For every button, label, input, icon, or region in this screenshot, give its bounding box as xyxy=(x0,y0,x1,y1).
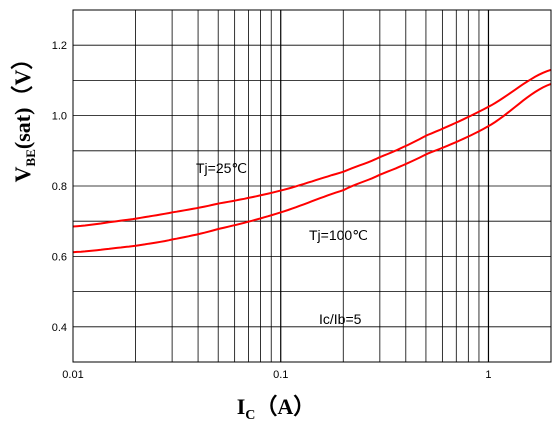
y-axis-title: VBE(sat)（V） xyxy=(10,48,38,183)
annotation-tj25: Tj=25℃ xyxy=(196,160,247,176)
x-tick-label: 1 xyxy=(485,369,491,381)
series-group xyxy=(72,68,552,254)
series-line-tj100 xyxy=(72,82,552,254)
annotation-ic-ib: Ic/Ib=5 xyxy=(319,311,362,327)
x-axis-title: IC（A） xyxy=(237,394,316,421)
y-tick-label: 0.6 xyxy=(52,251,67,263)
x-tick-label: 0.01 xyxy=(62,369,83,381)
series-line-tj25 xyxy=(72,68,552,228)
grid xyxy=(73,10,551,362)
y-tick-label: 1.2 xyxy=(52,40,67,52)
x-tick-label: 0.1 xyxy=(273,369,288,381)
y-tick-label: 0.8 xyxy=(52,181,67,193)
annotation-tj100: Tj=100℃ xyxy=(309,227,368,243)
y-tick-label: 1.0 xyxy=(52,111,67,123)
tick-labels: 0.01 0.1 1 0.4 0.6 0.8 1.0 1.2 xyxy=(52,40,492,381)
plot-frame xyxy=(72,9,552,363)
y-tick-label: 0.4 xyxy=(52,322,67,334)
